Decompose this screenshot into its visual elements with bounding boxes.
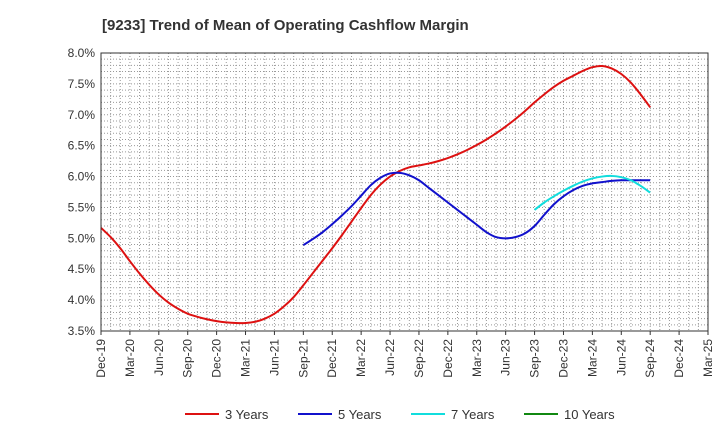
y-tick-label: 4.0% <box>68 293 96 307</box>
x-tick-label: Dec-24 <box>672 339 686 378</box>
y-tick-label: 8.0% <box>68 46 96 60</box>
legend-label-1: 5 Years <box>338 407 382 422</box>
x-tick-label: Mar-24 <box>585 339 599 377</box>
chart-title: [9233] Trend of Mean of Operating Cashfl… <box>102 17 469 34</box>
series-line-1 <box>302 171 651 246</box>
x-tick-label: Sep-21 <box>296 339 310 378</box>
x-tick-label: Jun-24 <box>614 339 628 376</box>
x-tick-label: Mar-25 <box>701 339 715 377</box>
y-tick-label: 7.0% <box>68 108 96 122</box>
x-tick-label: Sep-23 <box>528 339 542 378</box>
x-tick-label: Dec-20 <box>210 339 224 378</box>
x-tick-label: Dec-23 <box>556 339 570 378</box>
x-tick-label: Jun-23 <box>499 339 513 376</box>
x-axis-ticks: Dec-19 Mar-20 Jun-20 Sep-20 Dec-20 Mar-21 Jun-… <box>94 331 715 378</box>
x-tick-label: Mar-20 <box>123 339 137 377</box>
x-tick-label: Jun-22 <box>383 339 397 376</box>
grid <box>101 53 708 331</box>
x-tick-label: Dec-22 <box>441 339 455 378</box>
legend-label-2: 7 Years <box>451 407 495 422</box>
x-tick-label: Mar-21 <box>239 339 253 377</box>
y-axis-ticks: 3.5% 4.0% 4.5% 5.0% 5.5% 6.0% 6.5% 7.0% 7.5% 8.0% <box>68 46 96 338</box>
x-tick-label: Jun-21 <box>267 339 281 376</box>
y-tick-label: 6.5% <box>68 139 96 153</box>
x-tick-label: Mar-22 <box>354 339 368 377</box>
y-tick-label: 6.0% <box>68 170 96 184</box>
series-lines <box>100 64 651 325</box>
x-tick-label: Sep-20 <box>181 339 195 378</box>
legend-label-3: 10 Years <box>564 407 615 422</box>
y-tick-label: 5.5% <box>68 200 96 214</box>
y-tick-label: 5.0% <box>68 231 96 245</box>
x-tick-label: Jun-20 <box>152 339 166 376</box>
series-line-0 <box>100 64 651 325</box>
x-tick-label: Sep-22 <box>412 339 426 378</box>
y-tick-label: 7.5% <box>68 77 96 91</box>
legend: 3 Years 5 Years 7 Years 10 Years <box>185 407 615 422</box>
x-tick-label: Mar-23 <box>470 339 484 377</box>
x-tick-label: Dec-21 <box>325 339 339 378</box>
x-tick-label: Dec-19 <box>94 339 108 378</box>
legend-label-0: 3 Years <box>225 407 269 422</box>
y-tick-label: 3.5% <box>68 324 96 338</box>
plot-area <box>100 52 709 332</box>
x-tick-label: Sep-24 <box>643 339 657 378</box>
y-tick-label: 4.5% <box>68 262 96 276</box>
series-line-2 <box>533 174 651 211</box>
